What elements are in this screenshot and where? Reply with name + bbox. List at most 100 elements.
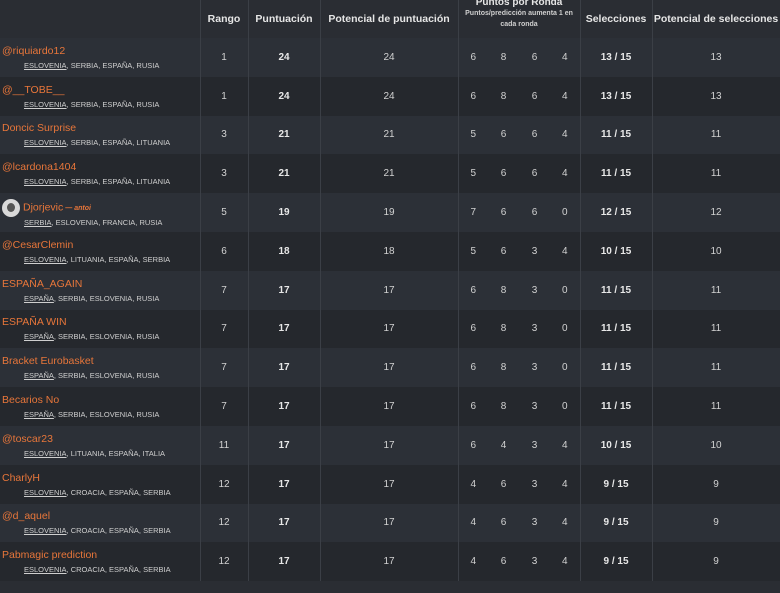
entry-name-link[interactable]: @__TOBE__ (2, 83, 65, 96)
round-3-points: 6 (519, 154, 550, 194)
rank-cell: 12 (200, 464, 249, 504)
table-row[interactable]: @lcardona1404 ESLOVENIA, SERBIA, ESPAÑA, … (0, 154, 780, 194)
round-1-points: 6 (458, 38, 488, 77)
champion-pick[interactable]: ESLOVENIA (24, 448, 67, 458)
table-row[interactable]: Doncic Surprise ESLOVENIA, SERBIA, ESPAÑA… (0, 115, 780, 155)
header-rounds: Puntos por Ronda Puntos/predicción aumen… (458, 0, 581, 38)
champion-pick[interactable]: ESPAÑA (24, 410, 54, 420)
round-2-points: 6 (488, 464, 519, 504)
entry-name-link[interactable]: CharlyH (2, 471, 40, 484)
score-cell: 19 (248, 193, 321, 232)
champion-pick[interactable]: ESLOVENIA (24, 138, 67, 148)
picks-cell: 11 / 15 (580, 387, 653, 426)
entry-teams: ESLOVENIA, CROACIA, ESPAÑA, SERBIA (24, 565, 200, 574)
champion-pick[interactable]: ESLOVENIA (24, 487, 67, 497)
champion-pick[interactable]: ESLOVENIA (24, 60, 67, 70)
other-picks: , SERBIA, ESLOVENIA, RUSIA (53, 410, 160, 420)
round-4-points: 4 (550, 38, 581, 77)
potential-picks-cell: 9 (652, 464, 780, 504)
table-row[interactable]: @toscar23 ESLOVENIA, LITUANIA, ESPAÑA, IT… (0, 425, 780, 465)
round-1-points: 6 (458, 76, 488, 116)
potential-picks-cell: 12 (652, 193, 780, 232)
table-row[interactable]: @riquiardo12 ESLOVENIA, SERBIA, ESPAÑA, R… (0, 38, 780, 77)
header-picks[interactable]: Selecciones (580, 0, 653, 38)
entry-name-link[interactable]: @riquiardo12 (2, 44, 66, 57)
champion-pick[interactable]: ESPAÑA (24, 371, 54, 381)
header-score[interactable]: Puntuación (248, 0, 321, 38)
entry-name-link[interactable]: @toscar23 (2, 432, 53, 445)
entry-cell: @__TOBE__ ESLOVENIA, SERBIA, ESPAÑA, RUSI… (0, 76, 201, 116)
round-1-points: 6 (458, 425, 488, 465)
potential-picks-cell: 9 (652, 542, 780, 582)
potential-picks-cell: 10 (652, 231, 780, 271)
potential-picks-cell: 13 (652, 38, 780, 77)
entry-name-link[interactable]: Djorjevic (23, 201, 64, 214)
table-row[interactable]: ESPAÑA WIN ESPAÑA, SERBIA, ESLOVENIA, RUS… (0, 309, 780, 349)
rounds-subtitle: Puntos/predicción aumenta 1 en cada rond… (465, 10, 573, 28)
round-4-points: 0 (550, 387, 581, 426)
header-potential-picks[interactable]: Potencial de selecciones (652, 0, 780, 38)
header-potential-score[interactable]: Potencial de puntuación (320, 0, 459, 38)
entry-teams: ESPAÑA, SERBIA, ESLOVENIA, RUSIA (24, 410, 200, 419)
potential-score-cell: 18 (320, 231, 459, 271)
table-row[interactable]: Djorjevic — antoi SERBIA, ESLOVENIA, FRANC… (0, 193, 780, 232)
entry-name-link[interactable]: ESPAÑA WIN (2, 316, 67, 329)
header-rank[interactable]: Rango (200, 0, 249, 38)
champion-pick[interactable]: ESLOVENIA (24, 526, 67, 536)
round-3-points: 3 (519, 270, 550, 310)
entry-name-link[interactable]: ESPAÑA_AGAIN (2, 277, 83, 290)
rank-cell: 7 (200, 387, 249, 426)
round-4-points: 4 (550, 503, 581, 543)
table-row[interactable]: CharlyH ESLOVENIA, CROACIA, ESPAÑA, SERBI… (0, 464, 780, 504)
entry-owner[interactable]: — antoi (65, 205, 91, 213)
champion-pick[interactable]: ESPAÑA (24, 332, 54, 342)
entry-teams: ESLOVENIA, SERBIA, ESPAÑA, RUSIA (24, 100, 200, 109)
table-row[interactable]: Pabmagic prediction ESLOVENIA, CROACIA, E… (0, 542, 780, 582)
entry-teams: ESPAÑA, SERBIA, ESLOVENIA, RUSIA (24, 332, 200, 341)
picks-cell: 11 / 15 (580, 348, 653, 388)
potential-score-cell: 17 (320, 348, 459, 388)
rank-cell: 7 (200, 348, 249, 388)
table-row[interactable]: Bracket Eurobasket ESPAÑA, SERBIA, ESLOVE… (0, 348, 780, 388)
entry-teams: SERBIA, ESLOVENIA, FRANCIA, RUSIA (24, 218, 200, 227)
table-row[interactable]: Becarios No ESPAÑA, SERBIA, ESLOVENIA, RU… (0, 387, 780, 426)
round-2-points: 6 (488, 193, 519, 232)
entry-name-link[interactable]: @lcardona1404 (2, 161, 77, 174)
entry-name-link[interactable]: @d_aquel (2, 510, 51, 523)
entry-teams: ESLOVENIA, SERBIA, ESPAÑA, RUSIA (24, 61, 200, 70)
potential-score-cell: 19 (320, 193, 459, 232)
champion-pick[interactable]: ESLOVENIA (24, 177, 67, 187)
table-row[interactable]: ESPAÑA_AGAIN ESPAÑA, SERBIA, ESLOVENIA, R… (0, 270, 780, 310)
potential-score-cell: 17 (320, 542, 459, 582)
entry-cell: @riquiardo12 ESLOVENIA, SERBIA, ESPAÑA, R… (0, 38, 201, 77)
picks-cell: 11 / 15 (580, 309, 653, 349)
champion-pick[interactable]: ESLOVENIA (24, 565, 67, 575)
table-row[interactable]: @__TOBE__ ESLOVENIA, SERBIA, ESPAÑA, RUSI… (0, 76, 780, 116)
other-picks: , SERBIA, ESPAÑA, LITUANIA (66, 177, 171, 187)
round-4-points: 4 (550, 154, 581, 194)
rank-cell: 12 (200, 542, 249, 582)
round-2-points: 8 (488, 309, 519, 349)
avatar (2, 198, 20, 217)
entry-name-link[interactable]: Pabmagic prediction (2, 549, 98, 562)
rank-cell: 12 (200, 503, 249, 543)
entry-name-link[interactable]: Bracket Eurobasket (2, 355, 94, 368)
entry-name-link[interactable]: Doncic Surprise (2, 122, 77, 135)
potential-score-cell: 17 (320, 503, 459, 543)
table-row[interactable]: @d_aquel ESLOVENIA, CROACIA, ESPAÑA, SERB… (0, 503, 780, 543)
champion-pick[interactable]: ESLOVENIA (24, 99, 67, 109)
table-row[interactable]: @CesarClemin ESLOVENIA, LITUANIA, ESPAÑA,… (0, 231, 780, 271)
round-2-points: 8 (488, 76, 519, 116)
round-3-points: 3 (519, 503, 550, 543)
rank-cell: 5 (200, 193, 249, 232)
entry-name-link[interactable]: @CesarClemin (2, 238, 74, 251)
other-picks: , SERBIA, ESLOVENIA, RUSIA (53, 293, 160, 303)
potential-score-cell: 17 (320, 425, 459, 465)
champion-pick[interactable]: ESPAÑA (24, 293, 54, 303)
entry-name-link[interactable]: Becarios No (2, 394, 60, 407)
round-4-points: 4 (550, 425, 581, 465)
champion-pick[interactable]: SERBIA (24, 217, 52, 227)
round-3-points: 6 (519, 193, 550, 232)
champion-pick[interactable]: ESLOVENIA (24, 254, 67, 264)
